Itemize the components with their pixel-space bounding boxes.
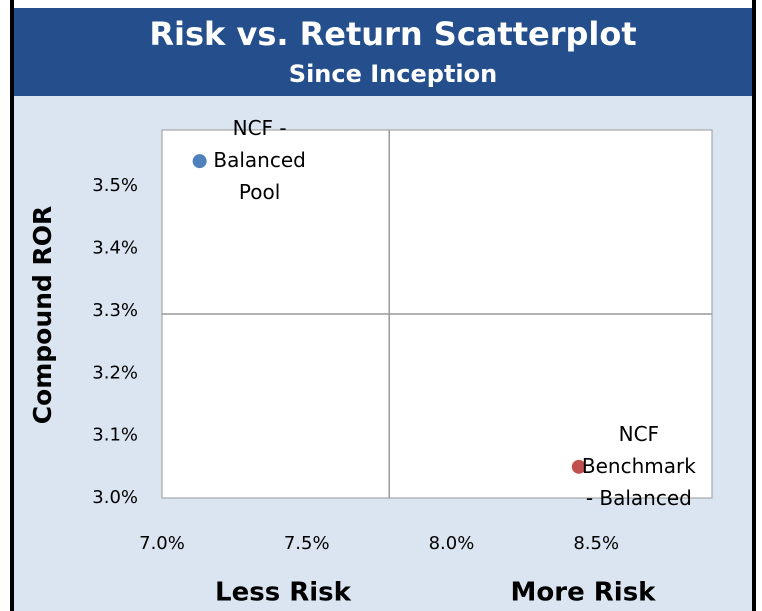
- point-label: NCF -Balanced Pool: [213, 116, 305, 204]
- y-tick-label: 3.5%: [92, 175, 138, 196]
- y-tick-label: 3.2%: [92, 362, 138, 383]
- x-tick-label: 7.5%: [284, 533, 330, 554]
- chart-subtitle: Since Inception: [289, 60, 497, 88]
- y-axis-label: Compound ROR: [28, 206, 57, 425]
- chart-title: Risk vs. Return Scatterplot: [149, 15, 636, 53]
- y-tick-label: 3.1%: [92, 425, 138, 446]
- title-band: [14, 8, 752, 96]
- point: [192, 154, 207, 169]
- x-axis-label: More Risk: [511, 578, 657, 608]
- x-tick-label: 7.0%: [139, 533, 185, 554]
- y-tick-label: 3.4%: [92, 238, 138, 259]
- border-left: [10, 0, 14, 611]
- y-tick-label: 3.3%: [92, 300, 138, 321]
- x-tick-label: 8.0%: [429, 533, 475, 554]
- x-axis-label: Less Risk: [215, 578, 352, 608]
- y-tick-label: 3.0%: [92, 487, 138, 508]
- x-tick-label: 8.5%: [573, 533, 619, 554]
- point: [571, 459, 586, 474]
- border-right: [752, 0, 756, 611]
- point-label: NCF Benchmark - Balanced: [582, 421, 696, 509]
